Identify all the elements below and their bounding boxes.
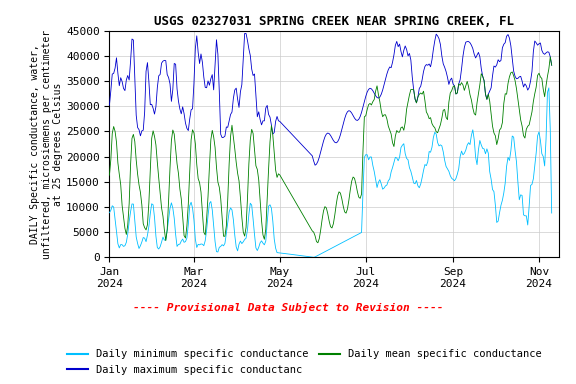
Y-axis label: DAILY Specific conductance, water,
unfiltered, microsiemens per centimeter
at 25: DAILY Specific conductance, water, unfil… bbox=[30, 30, 63, 258]
Title: USGS 02327031 SPRING CREEK NEAR SPRING CREEK, FL: USGS 02327031 SPRING CREEK NEAR SPRING C… bbox=[154, 15, 514, 28]
Text: ---- Provisional Data Subject to Revision ----: ---- Provisional Data Subject to Revisio… bbox=[132, 302, 444, 313]
Legend: Daily minimum specific conductance, Daily maximum specific conductanc, Daily mea: Daily minimum specific conductance, Dail… bbox=[63, 345, 546, 379]
